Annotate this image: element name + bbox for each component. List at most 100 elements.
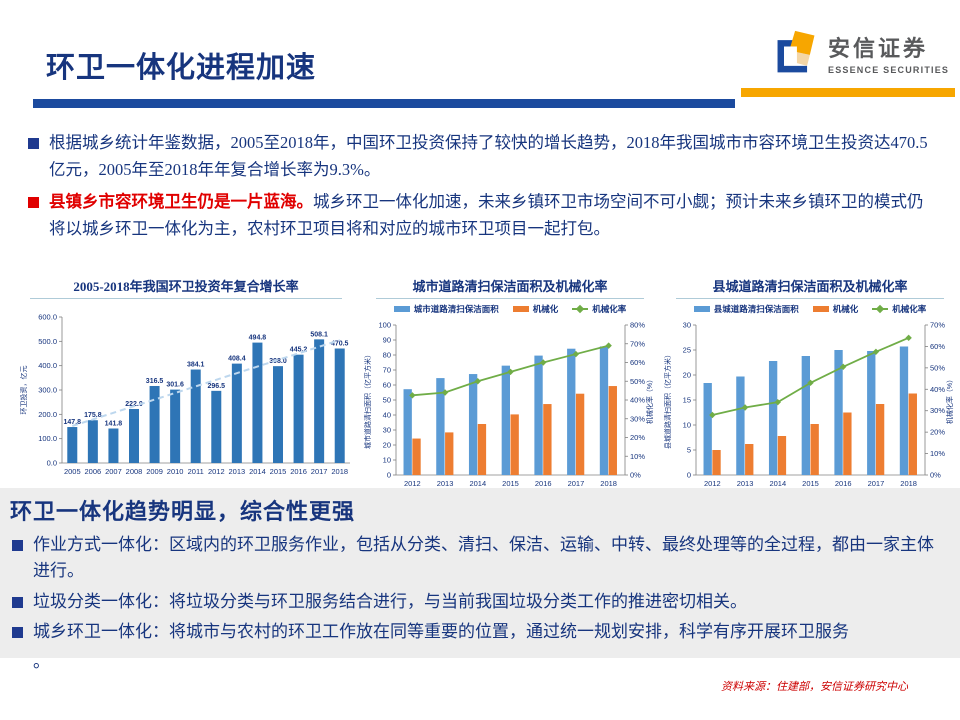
legend-label: 机械化率 bbox=[592, 304, 627, 314]
intro-bullet-1-text: 根据城乡统计年鉴数据，2005至2018年，中国环卫投资保持了较快的增长趋势，2… bbox=[49, 133, 928, 179]
svg-text:0%: 0% bbox=[930, 471, 941, 480]
legend-item: 机械化率 bbox=[572, 303, 626, 315]
svg-text:2012: 2012 bbox=[208, 467, 225, 476]
svg-text:30: 30 bbox=[383, 426, 391, 435]
legend-label: 机械化 bbox=[532, 304, 559, 314]
svg-text:301.6: 301.6 bbox=[166, 382, 184, 389]
svg-text:30: 30 bbox=[683, 321, 691, 330]
chart-county-road-mechanization: 县城道路清扫保洁面积及机械化率 县城道路清扫保洁面积 机械化 机械化率 0 5 10 15… bbox=[662, 276, 958, 502]
chart-sanitation-investment: 2005-2018年我国环卫投资年复合增长率 0.0 100.0 200.0 300.… bbox=[16, 276, 356, 492]
svg-text:2013: 2013 bbox=[437, 479, 454, 488]
svg-text:2018: 2018 bbox=[900, 479, 917, 488]
svg-text:60: 60 bbox=[383, 381, 391, 390]
svg-text:141.8: 141.8 bbox=[105, 420, 123, 427]
svg-text:2013: 2013 bbox=[737, 479, 754, 488]
svg-text:508.1: 508.1 bbox=[310, 331, 328, 338]
svg-text:400.0: 400.0 bbox=[38, 361, 57, 370]
svg-text:20: 20 bbox=[383, 441, 391, 450]
svg-text:70%: 70% bbox=[630, 339, 645, 348]
logo-name-cn: 安信证券 bbox=[828, 36, 929, 61]
svg-text:384.1: 384.1 bbox=[187, 362, 205, 369]
svg-text:90: 90 bbox=[383, 336, 391, 345]
chart-title: 2005-2018年我国环卫投资年复合增长率 bbox=[30, 276, 342, 299]
svg-text:40: 40 bbox=[383, 411, 391, 420]
svg-text:2011: 2011 bbox=[188, 467, 204, 476]
highlight-lead: 县镇乡市容环境卫生仍是一片蓝海。 bbox=[49, 192, 313, 212]
svg-text:10%: 10% bbox=[630, 452, 645, 461]
svg-text:100.0: 100.0 bbox=[38, 434, 57, 443]
chart-legend: 县城道路清扫保洁面积 机械化 机械化率 bbox=[662, 301, 958, 317]
svg-text:80%: 80% bbox=[630, 321, 645, 330]
summary-bullet-2-text: 垃圾分类一体化：将垃圾分类与环卫服务结合进行，与当前我国垃圾分类工作的推进密切相… bbox=[33, 591, 747, 611]
svg-text:县城道路清扫面积（亿平方米）: 县城道路清扫面积（亿平方米） bbox=[663, 351, 672, 449]
bullet-rest: 城乡环卫一体化加速，未来乡镇环卫市场空间不可小觑；预计未来乡镇环卫的模式仍将以城… bbox=[49, 192, 924, 239]
legend-bar-swatch-icon bbox=[512, 306, 529, 312]
summary-bullets: 作业方式一体化：区域内的环卫服务作业，包括从分类、清扫、保洁、运输、中转、最终处… bbox=[12, 532, 948, 676]
svg-text:2013: 2013 bbox=[229, 467, 246, 476]
chart-city-road-mechanization: 城市道路清扫保洁面积及机械化率 城市道路清扫保洁面积 机械化 机械化率 0 10 20 3… bbox=[362, 276, 658, 502]
intro-bullet-2-text: 县镇乡市容环境卫生仍是一片蓝海。城乡环卫一体化加速，未来乡镇环卫市场空间不可小觑… bbox=[49, 189, 936, 242]
legend-item: 机械化 bbox=[812, 303, 859, 315]
svg-text:445.2: 445.2 bbox=[290, 347, 308, 354]
bullet-square-icon bbox=[12, 627, 23, 639]
svg-text:20: 20 bbox=[683, 371, 691, 380]
svg-text:0%: 0% bbox=[630, 471, 641, 480]
bullet-square-icon bbox=[12, 540, 23, 551]
chart-title: 城市道路清扫保洁面积及机械化率 bbox=[376, 276, 644, 299]
svg-text:2014: 2014 bbox=[469, 479, 486, 488]
intro-bullet-1: 根据城乡统计年鉴数据，2005至2018年，中国环卫投资保持了较快的增长趋势，2… bbox=[28, 130, 936, 183]
svg-text:2015: 2015 bbox=[802, 479, 819, 488]
svg-text:2016: 2016 bbox=[535, 479, 552, 488]
svg-text:2012: 2012 bbox=[404, 479, 421, 488]
legend-label: 机械化 bbox=[832, 304, 859, 314]
svg-text:2014: 2014 bbox=[769, 479, 786, 488]
dual-axis-chart-canvas: 0 10 20 30 40 50 60 70 80 90 100 0% 10% 20% 30% 40% 50% 6… bbox=[363, 321, 654, 489]
svg-text:10: 10 bbox=[683, 421, 691, 430]
logo-name-en: ESSENCE SECURITIES bbox=[828, 65, 950, 75]
intro-bullet-2: 县镇乡市容环境卫生仍是一片蓝海。城乡环卫一体化加速，未来乡镇环卫市场空间不可小觑… bbox=[28, 189, 936, 242]
svg-text:296.5: 296.5 bbox=[208, 383, 226, 390]
svg-text:2016: 2016 bbox=[290, 467, 307, 476]
svg-text:40%: 40% bbox=[930, 385, 945, 394]
legend-bar-swatch-icon bbox=[812, 306, 829, 312]
svg-text:100: 100 bbox=[378, 321, 391, 330]
legend-item: 机械化 bbox=[512, 303, 559, 315]
svg-text:环卫投资，亿元: 环卫投资，亿元 bbox=[19, 366, 28, 415]
svg-text:20%: 20% bbox=[630, 433, 645, 442]
summary-bullet-2: 垃圾分类一体化：将垃圾分类与环卫服务结合进行，与当前我国垃圾分类工作的推进密切相… bbox=[12, 589, 948, 615]
svg-text:147.8: 147.8 bbox=[64, 419, 82, 426]
svg-text:500.0: 500.0 bbox=[38, 337, 57, 346]
svg-text:10: 10 bbox=[383, 456, 391, 465]
svg-text:50: 50 bbox=[383, 396, 391, 405]
summary-bullet-3: 城乡环卫一体化：将城市与农村的环卫工作放在同等重要的位置，通过统一规划安排，科学… bbox=[12, 619, 948, 645]
svg-text:60%: 60% bbox=[930, 342, 945, 351]
bullet-square-icon bbox=[28, 138, 39, 149]
intro-bullets: 根据城乡统计年鉴数据，2005至2018年，中国环卫投资保持了较快的增长趋势，2… bbox=[28, 130, 936, 249]
svg-text:300.0: 300.0 bbox=[38, 386, 57, 395]
svg-text:30%: 30% bbox=[630, 414, 645, 423]
summary-bullet-3-text: 城乡环卫一体化：将城市与农村的环卫工作放在同等重要的位置，通过统一规划安排，科学… bbox=[33, 622, 849, 642]
svg-text:2015: 2015 bbox=[502, 479, 519, 488]
summary-trailing-period: 。 bbox=[33, 652, 50, 672]
svg-text:0: 0 bbox=[387, 471, 391, 480]
legend-label: 城市道路清扫保洁面积 bbox=[413, 304, 499, 314]
legend-item: 机械化率 bbox=[872, 303, 926, 315]
summary-bullet-1: 作业方式一体化：区域内的环卫服务作业，包括从分类、清扫、保洁、运输、中转、最终处… bbox=[12, 532, 948, 585]
page-title: 环卫一体化进程加速 bbox=[46, 52, 317, 84]
bullet-square-icon bbox=[12, 596, 23, 608]
summary-heading: 环卫一体化趋势明显，综合性更强 bbox=[10, 499, 356, 524]
svg-text:70: 70 bbox=[383, 366, 391, 375]
svg-text:2018: 2018 bbox=[600, 479, 617, 488]
legend-bar-swatch-icon bbox=[693, 306, 710, 312]
svg-text:2017: 2017 bbox=[311, 467, 328, 476]
svg-text:494.8: 494.8 bbox=[249, 335, 267, 342]
dual-axis-chart-canvas: 0 5 10 15 20 25 30 0% 10% 20% 30% 40% 50% 60% 70% 2012 2… bbox=[663, 321, 954, 489]
legend-bar-swatch-icon bbox=[393, 306, 410, 312]
svg-text:470.5: 470.5 bbox=[331, 341, 349, 348]
svg-text:2005: 2005 bbox=[64, 467, 81, 476]
svg-text:2009: 2009 bbox=[146, 467, 163, 476]
svg-text:2007: 2007 bbox=[105, 467, 122, 476]
svg-text:2018: 2018 bbox=[331, 467, 348, 476]
logo-text: 安信证券 ESSENCE SECURITIES bbox=[828, 31, 949, 75]
